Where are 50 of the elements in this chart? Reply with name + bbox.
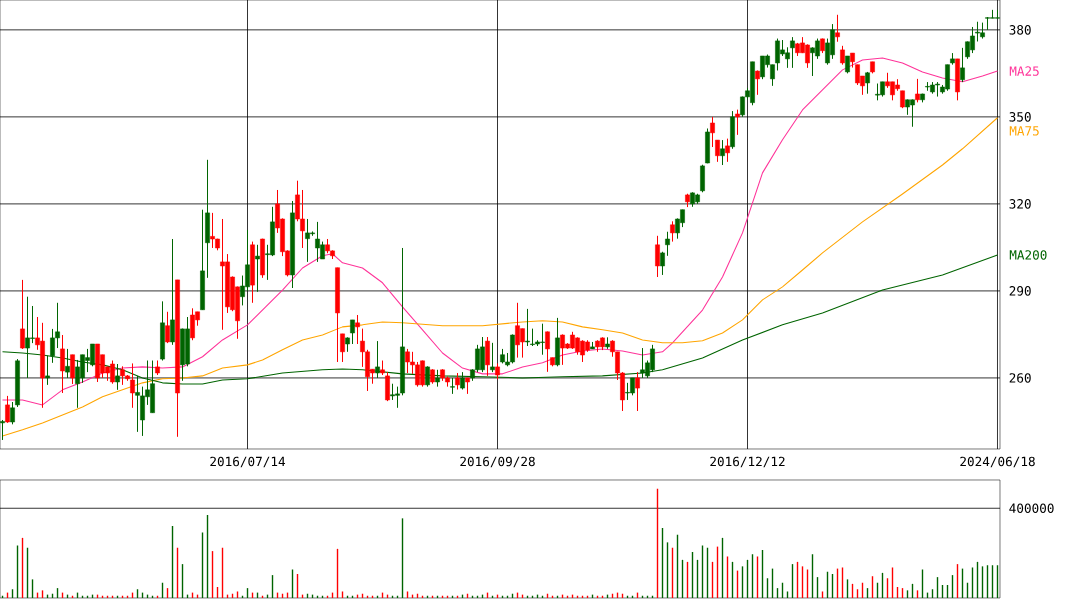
- series-label: MA200: [1009, 250, 1047, 260]
- candlestick: [960, 47, 965, 83]
- candlestick: [10, 401, 15, 425]
- candlestick: [840, 45, 845, 66]
- candlestick: [835, 14, 840, 43]
- candlestick: [755, 69, 760, 96]
- candlestick: [0, 419, 5, 441]
- y-tick-label: 260: [1009, 373, 1031, 383]
- candlestick: [165, 311, 170, 344]
- candlestick: [545, 331, 550, 373]
- candlestick: [710, 116, 715, 148]
- x-tick-label: 2016/07/14: [210, 456, 286, 468]
- candlestick: [375, 340, 380, 379]
- candlestick: [425, 365, 430, 388]
- candlestick: [355, 314, 360, 345]
- candlestick: [490, 342, 495, 373]
- candlestick: [170, 238, 175, 346]
- candlestick: [130, 362, 135, 409]
- candlestick: [635, 371, 640, 412]
- x-tick-label: 2024/06/18: [960, 456, 1035, 468]
- candlestick: [725, 138, 730, 163]
- line-series: [1, 117, 999, 437]
- candlestick: [340, 333, 345, 363]
- candlestick: [655, 235, 660, 278]
- candlestick: [65, 348, 70, 379]
- candlestick: [720, 139, 725, 166]
- x-tick-label: 2016/12/12: [710, 456, 785, 468]
- y-tick-label: 320: [1009, 199, 1031, 209]
- candlestick: [915, 78, 920, 103]
- line-series: [1, 57, 999, 406]
- candlestick: [485, 336, 490, 377]
- candlestick: [70, 354, 75, 385]
- candlestick: [735, 109, 740, 136]
- y-tick-label: 350: [1009, 112, 1031, 122]
- candlestick: [350, 319, 355, 345]
- candlestick: [20, 279, 25, 350]
- x-tick-label: 2016/09/28: [460, 456, 535, 468]
- candlestick: [255, 244, 260, 293]
- series-label: MA75: [1009, 126, 1039, 136]
- y-tick-label: 400000: [1009, 503, 1054, 514]
- candlestick: [525, 308, 530, 347]
- y-tick-label: 380: [1009, 25, 1031, 35]
- candlestick: [665, 231, 670, 257]
- candlestick: [5, 395, 10, 424]
- y-tick-label: 290: [1009, 286, 1031, 296]
- candlestick: [790, 36, 795, 69]
- candlestick: [715, 139, 720, 163]
- candlestick: [60, 334, 65, 394]
- series-label: MA25: [1009, 66, 1039, 76]
- candlestick: [670, 220, 675, 243]
